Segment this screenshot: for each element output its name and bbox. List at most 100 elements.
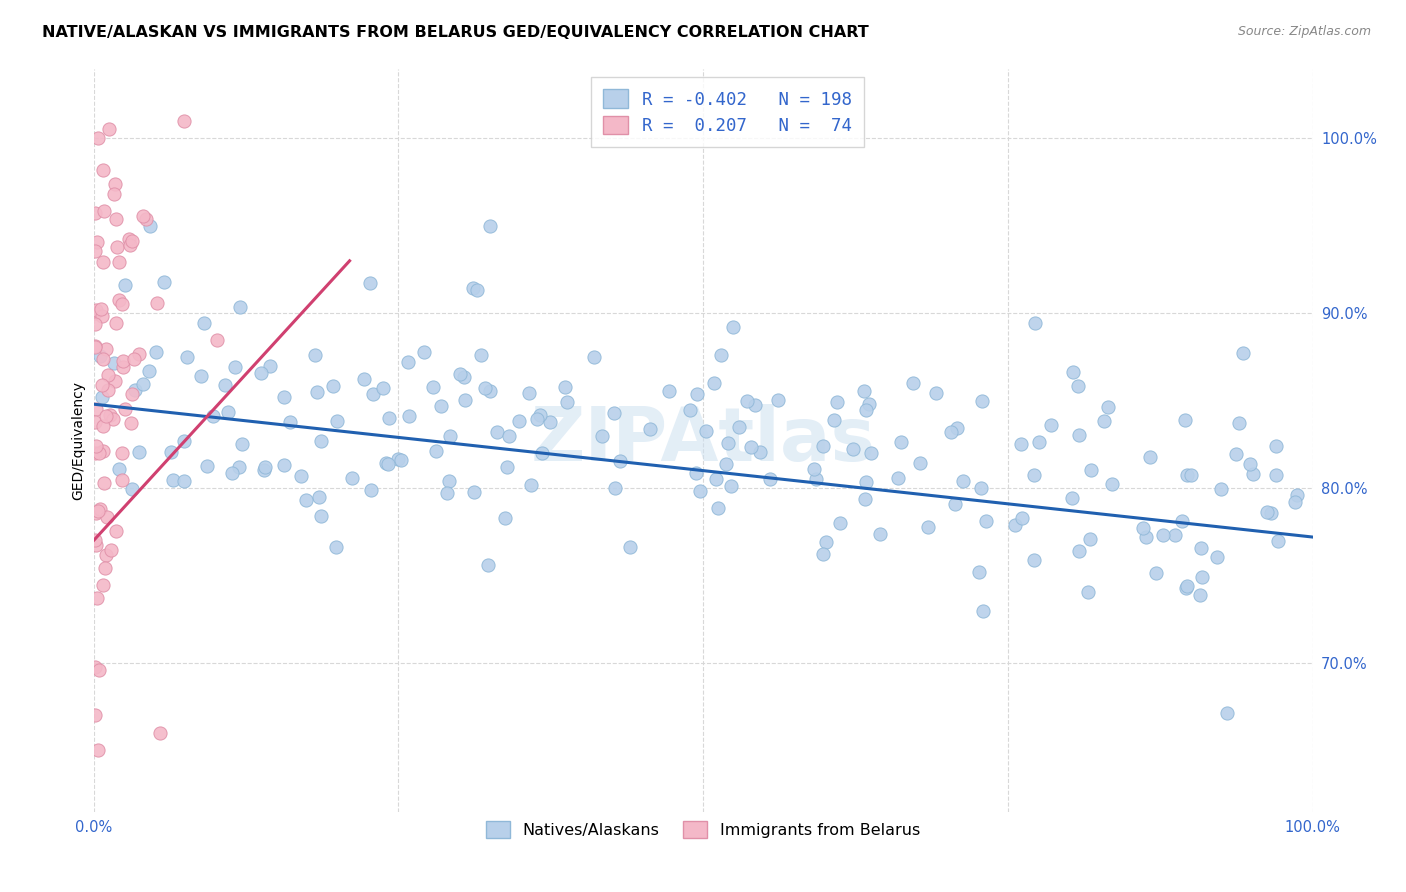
Point [855, 402, 877, 417]
Point [707, 500, 730, 515]
Point [1241, 467, 1264, 481]
Point [436, 485, 458, 500]
Point [1264, 467, 1286, 482]
Point [118, 232, 141, 246]
Point [205, 333, 228, 347]
Point [749, 445, 772, 459]
Point [1175, 579, 1198, 593]
Point [740, 440, 762, 454]
Point [887, 470, 910, 484]
Point [86, 591, 108, 605]
Point [121, 387, 143, 401]
Point [804, 472, 827, 486]
Point [437, 475, 460, 489]
Point [110, 297, 132, 311]
Point [1080, 463, 1102, 477]
Point [449, 368, 471, 382]
Point [84, 402, 107, 417]
Point [94, 548, 117, 562]
Point [470, 348, 492, 362]
Point [474, 381, 496, 395]
Point [121, 482, 143, 496]
Point [1004, 517, 1026, 532]
Point [153, 275, 176, 289]
Point [87, 663, 110, 677]
Point [107, 462, 129, 476]
Point [86, 538, 108, 552]
Point [413, 345, 436, 359]
Point [1284, 495, 1306, 509]
Point [1139, 450, 1161, 464]
Point [1171, 514, 1194, 528]
Point [591, 428, 613, 442]
Point [86, 131, 108, 145]
Point [1239, 458, 1261, 472]
Point [1191, 569, 1213, 583]
Point [304, 348, 326, 362]
Point [695, 424, 717, 438]
Point [425, 443, 447, 458]
Point [538, 415, 561, 429]
Point [253, 463, 276, 477]
Point [96, 509, 118, 524]
Point [224, 360, 246, 375]
Point [972, 604, 994, 618]
Point [1101, 477, 1123, 491]
Point [359, 277, 381, 291]
Point [83, 317, 105, 331]
Text: ZIPAtlas: ZIPAtlas [530, 403, 876, 476]
Point [1010, 437, 1032, 451]
Point [1022, 552, 1045, 566]
Point [917, 520, 939, 534]
Point [1067, 544, 1090, 558]
Point [360, 483, 382, 498]
Point [308, 490, 330, 504]
Point [1285, 488, 1308, 502]
Point [477, 558, 499, 572]
Point [201, 409, 224, 423]
Point [1175, 581, 1198, 595]
Point [943, 497, 966, 511]
Point [91, 418, 114, 433]
Point [84, 339, 107, 353]
Point [855, 492, 877, 507]
Point [87, 446, 110, 460]
Point [353, 372, 375, 386]
Point [952, 474, 974, 488]
Point [1022, 467, 1045, 482]
Point [603, 406, 626, 420]
Point [91, 390, 114, 404]
Point [84, 244, 107, 258]
Point [103, 186, 125, 201]
Point [453, 369, 475, 384]
Point [813, 439, 835, 453]
Point [190, 368, 212, 383]
Point [377, 457, 399, 471]
Point [295, 493, 318, 508]
Point [111, 474, 134, 488]
Point [689, 483, 711, 498]
Point [217, 405, 239, 419]
Text: Source: ZipAtlas.com: Source: ZipAtlas.com [1237, 25, 1371, 38]
Point [97, 383, 120, 397]
Point [803, 462, 825, 476]
Point [422, 380, 444, 394]
Point [728, 420, 751, 434]
Point [717, 436, 740, 450]
Point [90, 310, 112, 324]
Point [815, 534, 838, 549]
Y-axis label: GED/Equivalency: GED/Equivalency [72, 381, 86, 500]
Point [91, 163, 114, 178]
Point [128, 347, 150, 361]
Point [309, 509, 332, 524]
Point [855, 475, 877, 489]
Point [83, 306, 105, 320]
Point [1067, 378, 1090, 392]
Point [714, 457, 737, 471]
Point [173, 114, 195, 128]
Point [342, 471, 364, 485]
Point [96, 342, 118, 356]
Point [132, 209, 155, 223]
Point [485, 425, 508, 439]
Point [91, 377, 114, 392]
